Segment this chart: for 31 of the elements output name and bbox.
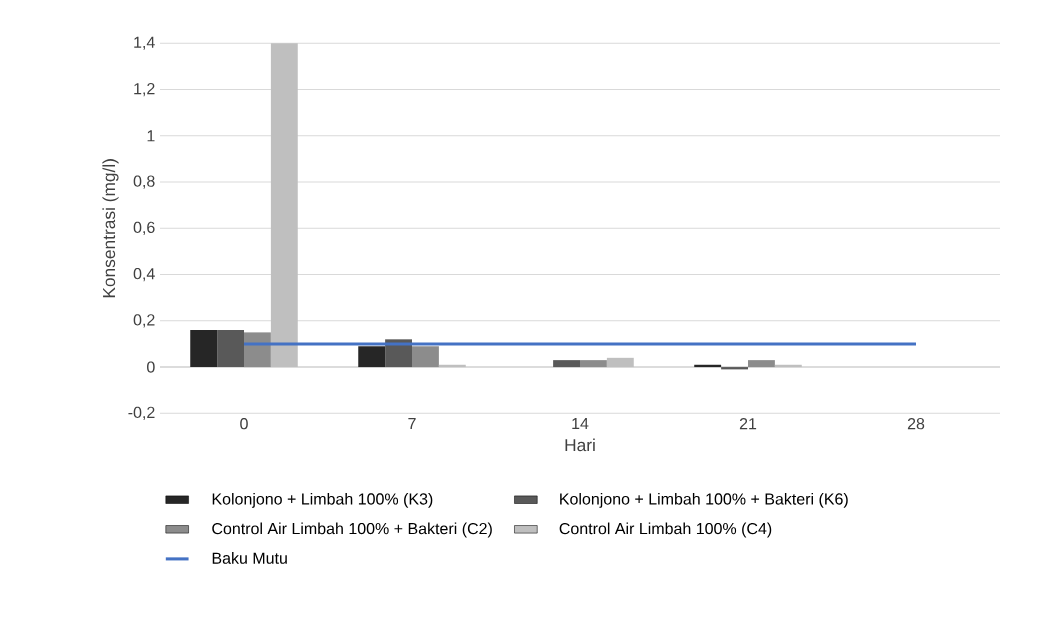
bar [412, 346, 439, 368]
y-tick-label: 0,6 [133, 221, 155, 235]
bar [358, 346, 386, 368]
legend-label: Control Air Limbah 100% (C4) [559, 522, 772, 538]
y-tick-label: 1,4 [134, 36, 155, 50]
x-tick-label: 14 [572, 418, 589, 430]
y-tick-label: -0,2 [128, 406, 155, 420]
bar [270, 43, 298, 368]
legend-label: Baku Mutu [212, 552, 287, 564]
y-tick-label: 0,8 [133, 175, 155, 189]
bar [748, 360, 775, 368]
y-tick-label: 0,2 [133, 314, 155, 328]
bar [606, 357, 634, 368]
y-tick-label: 0,4 [133, 267, 155, 282]
bar [553, 360, 581, 368]
legend-label: Kolonjono + Limbah 100% (K3) [212, 492, 433, 508]
x-tick-label: 21 [739, 418, 757, 430]
bar [580, 360, 607, 368]
bar [217, 330, 245, 368]
x-tick-label: 0 [240, 418, 248, 430]
x-axis-title: Hari [565, 438, 595, 452]
legend-label: Kolonjono + Limbah 100% + Bakteri (K6) [560, 492, 848, 508]
y-tick-label: 1 [147, 130, 155, 142]
legend-label: Control Air Limbah 100% + Bakteri (C2) [212, 522, 492, 538]
x-tick-label: 7 [408, 418, 416, 430]
y-tick-label: 0 [147, 361, 155, 373]
bar [190, 330, 218, 368]
y-tick-label: 1,2 [134, 82, 155, 97]
bar [244, 332, 271, 368]
x-tick-label: 28 [907, 418, 925, 430]
y-axis-title: Konsentrasi (mg/l) [102, 159, 119, 298]
